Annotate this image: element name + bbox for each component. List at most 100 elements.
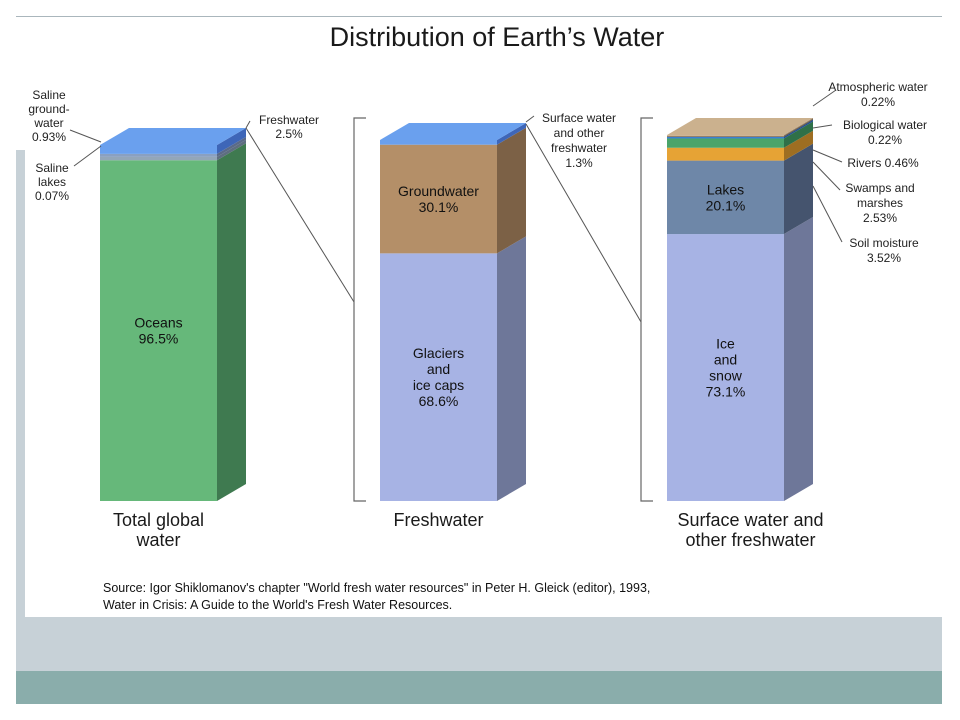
- category-label-1-line: Freshwater: [393, 510, 483, 530]
- callout-saline-lakes-line: 0.07%: [35, 189, 69, 203]
- label-glaciers-and-ice-caps-line: ice caps: [413, 377, 464, 393]
- label-glaciers-and-ice-caps-line: 68.6%: [419, 393, 459, 409]
- label-oceans-line: 96.5%: [139, 331, 179, 347]
- callout-saline-lakes-line: Saline: [35, 161, 69, 175]
- leader-rivers-0-46: [812, 149, 843, 163]
- label-oceans: Oceans 96.5%: [134, 315, 182, 347]
- segment-ice-and-snow-side: [784, 217, 813, 501]
- segment-soil-moisture-front: [667, 147, 784, 161]
- label-ice-and-snow-line: and: [714, 352, 737, 368]
- left-accent-strip: [16, 150, 25, 617]
- source-line-0: Source: Igor Shiklomanov's chapter "Worl…: [103, 581, 650, 595]
- callout-soil-moisture-line: Soil moisture: [849, 236, 919, 250]
- label-lakes-line: 20.1%: [706, 197, 746, 213]
- callout-freshwater: Freshwater 2.5%: [259, 113, 319, 141]
- category-label-2-line: Surface water and: [677, 510, 823, 530]
- label-glaciers-and-ice-caps-line: and: [427, 361, 450, 377]
- leader-surface-water: [525, 115, 535, 123]
- callout-surface-water-line: 1.3%: [565, 156, 593, 170]
- segment-glaciers-and-ice-caps-front: [380, 253, 497, 501]
- bar-total-global-water: [100, 128, 246, 501]
- callout-biological-water: Biological water 0.22%: [843, 118, 927, 147]
- left-top-fill: [16, 17, 25, 150]
- leader-saline-groundwater: [69, 129, 102, 143]
- label-glaciers-and-ice-caps-line: Glaciers: [413, 345, 464, 361]
- category-label-0-line: Total global: [113, 510, 204, 530]
- callout-atmospheric-water-line: Atmospheric water: [828, 80, 927, 94]
- callout-surface-water-line: and other: [554, 126, 605, 140]
- segment-rivers-side: [784, 119, 813, 139]
- segment-surface-water-and-other-freshwater-front: [380, 140, 497, 145]
- bracket-surface-water: [640, 117, 653, 502]
- callout-swamps-and: Swamps and marshes 2.53%: [845, 181, 914, 225]
- segment-swamps-and-marshes-side: [784, 121, 813, 148]
- label-lakes-line: Lakes: [707, 181, 744, 197]
- label-groundwater-line: Groundwater: [398, 183, 479, 199]
- bracket-freshwater: [353, 117, 366, 502]
- segment-saline-groundwater-side: [217, 139, 246, 161]
- callout-soil-moisture: Soil moisture 3.52%: [849, 236, 919, 265]
- leader-soil-moisture: [812, 185, 843, 243]
- segment-lakes-front: [667, 160, 784, 235]
- segment-atmospheric-water-front: [667, 135, 784, 136]
- segment-groundwater-front: [380, 144, 497, 254]
- segment-oceans-front: [100, 160, 217, 501]
- callout-swamps-and-line: marshes: [857, 196, 903, 210]
- label-groundwater: Groundwater 30.1%: [398, 183, 479, 215]
- callout-freshwater-line: 2.5%: [275, 127, 303, 141]
- segment-groundwater-side: [497, 127, 526, 254]
- segment-swamps-and-marshes-front: [667, 138, 784, 148]
- label-ice-and-snow: Ice and snow 73.1%: [706, 336, 746, 400]
- segment-biological-water-front: [667, 135, 784, 137]
- leader-biological-water: [812, 124, 833, 129]
- callout-surface-water: Surface water and other freshwater 1.3%: [542, 111, 616, 170]
- callout-surface-water-line: Surface water: [542, 111, 616, 125]
- callout-saline-lakes: Saline lakes 0.07%: [35, 161, 69, 203]
- label-glaciers-and-ice-caps: Glaciers and ice caps 68.6%: [413, 345, 464, 409]
- footer-band-teal: [16, 671, 942, 704]
- callout-rivers-0-46-line: Rivers 0.46%: [847, 156, 919, 170]
- segment-soil-moisture-side: [784, 130, 813, 161]
- segment-glaciers-and-ice-caps-side: [497, 236, 526, 501]
- callout-surface-water-line: freshwater: [551, 141, 607, 155]
- segment-oceans-side: [217, 143, 246, 501]
- segment-ice-and-snow-front: [667, 234, 784, 501]
- category-label-1: Freshwater: [393, 510, 483, 530]
- category-label-0-line: water: [135, 530, 180, 550]
- leader-saline-lakes: [73, 145, 102, 167]
- bar-freshwater: [380, 123, 526, 501]
- leader-swamps-and: [812, 161, 841, 191]
- label-ice-and-snow-line: snow: [709, 368, 743, 384]
- category-label-0: Total global water: [113, 510, 204, 550]
- footer-band-light: [16, 617, 942, 671]
- segment-saline-groundwater-front: [100, 156, 217, 161]
- callout-atmospheric-water-line: 0.22%: [861, 95, 895, 109]
- segment-freshwater-top: [100, 128, 246, 145]
- segment-atmospheric-water-side: [784, 118, 813, 136]
- callout-saline-lakes-line: lakes: [38, 175, 66, 189]
- callout-saline-groundwater-line: ground-: [28, 102, 69, 116]
- segment-freshwater-side: [217, 128, 246, 154]
- callout-atmospheric-water: Atmospheric water 0.22%: [828, 80, 927, 109]
- category-label-2-line: other freshwater: [685, 530, 815, 550]
- source-line-1: Water in Crisis: A Guide to the World's …: [103, 598, 452, 612]
- segment-rivers-front: [667, 136, 784, 139]
- category-label-2: Surface water and other freshwater: [677, 510, 823, 550]
- label-lakes: Lakes 20.1%: [706, 181, 746, 213]
- bars-layer: [100, 118, 813, 501]
- callout-swamps-and-line: Swamps and: [845, 181, 914, 195]
- expand-line-2: [525, 123, 642, 323]
- segment-biological-water-side: [784, 118, 813, 137]
- callout-freshwater-line: Freshwater: [259, 113, 319, 127]
- label-ice-and-snow-line: 73.1%: [706, 384, 746, 400]
- callout-saline-groundwater-line: water: [33, 116, 63, 130]
- segment-atmospheric-water-top: [667, 118, 813, 135]
- segment-saline-lakes-side: [217, 136, 246, 157]
- segment-lakes-side: [784, 143, 813, 235]
- callout-saline-groundwater: Saline ground-water 0.93%: [28, 88, 69, 144]
- callout-saline-groundwater-line: 0.93%: [32, 130, 66, 144]
- callout-soil-moisture-line: 3.52%: [867, 251, 901, 265]
- callout-biological-water-line: 0.22%: [868, 133, 902, 147]
